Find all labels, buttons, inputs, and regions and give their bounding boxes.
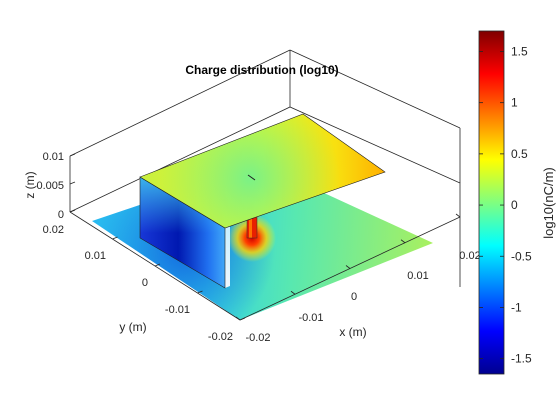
colorbar-tick-label: 0.5 (511, 147, 528, 161)
x-tick-label: 0 (351, 291, 357, 303)
z-tick-label: 0.01 (43, 151, 64, 163)
z-tick-label: 0.005 (36, 180, 64, 192)
tick-marks (69, 153, 461, 321)
x-tick-label: 0.02 (459, 250, 480, 262)
axis-tick-mark (400, 239, 406, 244)
y-axis-label: y (m) (119, 320, 146, 334)
axis-tick-mark (154, 263, 161, 267)
z-axis-label: z (m) (23, 171, 37, 198)
axis-tick-mark (197, 290, 203, 294)
x-tick-label: -0.02 (245, 332, 270, 344)
y-tick-label: 0 (142, 277, 148, 289)
colorbar: -1.5 -1 -0.5 0 0.5 1 1.5 log10(nC/m) (478, 30, 556, 375)
y-tick-label: -0.02 (208, 331, 233, 343)
colorbar-ticks: -1.5 -1 -0.5 0 0.5 1 1.5 (479, 44, 532, 366)
side-wall (139, 176, 230, 289)
y-tick-label: 0.01 (85, 250, 106, 262)
axis-tick-mark (235, 316, 241, 321)
colorbar-tick-label: 0 (511, 198, 518, 212)
colorbar-tick-label: 1.5 (511, 44, 528, 58)
x-tick-label: -0.01 (298, 312, 323, 324)
colorbar-tick-label: -1.5 (511, 352, 532, 366)
axis-tick-mark (345, 265, 351, 269)
x-axis-label: x (m) (339, 325, 366, 339)
colorbar-tick-label: -0.5 (511, 249, 532, 263)
colorbar-tick-label: -1 (511, 300, 522, 314)
axis-tick-mark (112, 236, 118, 240)
z-ticks: 0.01 0.005 0 (36, 151, 64, 221)
colorbar-tick-label: 1 (511, 96, 518, 110)
axis-tick-mark (290, 290, 296, 295)
chart-title: Charge distribution (log10) (185, 63, 338, 77)
y-tick-label: 0.02 (43, 224, 64, 236)
axes-box (69, 49, 461, 287)
x-tick-label: 0.01 (407, 270, 428, 282)
axis-tick-mark (455, 213, 461, 218)
z-tick-label: 0 (58, 209, 64, 221)
axis-tick-mark (69, 153, 76, 157)
top-patch (139, 113, 386, 229)
y-ticks: 0.02 0.01 0 -0.01 -0.02 (43, 224, 233, 343)
y-tick-label: -0.01 (165, 304, 190, 316)
x-ticks: -0.02 -0.01 0 0.01 0.02 (245, 250, 480, 344)
colorbar-label: log10(nC/m) (541, 167, 556, 239)
axis-tick-mark (239, 317, 246, 321)
axis-tick-mark (69, 181, 76, 185)
axis-tick-mark (69, 209, 76, 213)
